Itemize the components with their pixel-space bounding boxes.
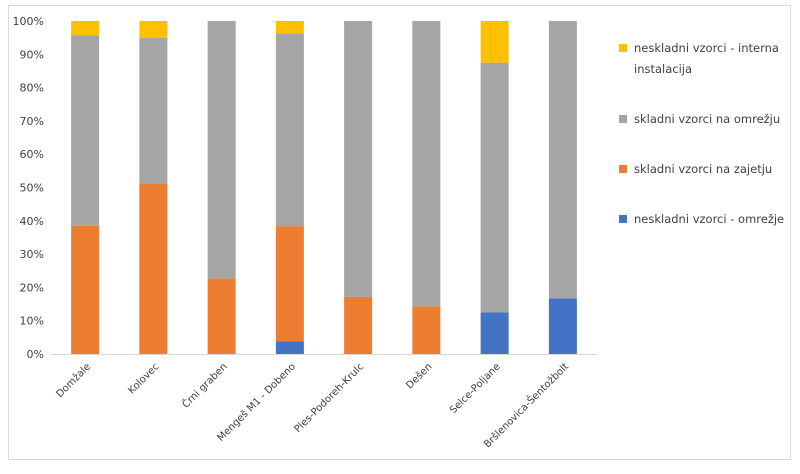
bar-segment	[480, 62, 509, 313]
legend-label: skladni vzorci na zajetju	[634, 162, 773, 176]
y-tick-label: 80%	[20, 82, 44, 95]
bar-segment	[548, 21, 577, 299]
y-tick-label: 90%	[20, 48, 44, 61]
legend-item-interna-instalacija: neskladni vzorci - interna instalacija	[619, 38, 789, 80]
bar-segment	[71, 21, 100, 36]
bar-segment	[412, 306, 441, 354]
legend-swatch	[619, 115, 627, 123]
y-tick-label: 40%	[20, 215, 44, 228]
x-category-label: Kolovec	[126, 361, 161, 396]
bar-segment	[412, 21, 441, 307]
bar-segment	[275, 341, 304, 354]
legend: neskladni vzorci - interna instalacija s…	[619, 38, 789, 259]
bar-segment	[207, 278, 236, 354]
y-tick-label: 70%	[20, 115, 44, 128]
legend-swatch	[619, 165, 627, 173]
y-tick-label: 60%	[20, 148, 44, 161]
legend-item-skladni-omrezje: skladni vzorci na omrežju	[619, 109, 789, 130]
bar-segment	[480, 312, 509, 354]
bar-segment	[344, 296, 373, 354]
bar-segment	[139, 183, 168, 354]
bar-segment	[480, 21, 509, 63]
y-tick-label: 10%	[20, 315, 44, 328]
legend-label: neskladni vzorci - omrežje	[634, 212, 785, 226]
legend-item-neskladni-omrezje: neskladni vzorci - omrežje	[619, 209, 789, 230]
y-tick-label: 20%	[20, 281, 44, 294]
bar-segment	[275, 226, 304, 342]
bar-segment	[139, 37, 168, 184]
y-tick-label: 100%	[13, 15, 44, 28]
x-category-label: Dešen	[404, 361, 435, 392]
legend-swatch	[619, 215, 627, 223]
bars	[71, 21, 577, 354]
chart-frame	[8, 5, 791, 460]
bar-segment	[344, 21, 373, 297]
y-axis: 0% 10% 20% 30% 40% 50% 60% 70% 80% 90% 100%	[13, 15, 44, 361]
bar-segment	[207, 21, 236, 279]
legend-label: skladni vzorci na omrežju	[634, 112, 781, 126]
bar-segment	[71, 35, 100, 226]
x-category-label: Selce-Poljane	[448, 361, 503, 416]
bar-segment	[139, 21, 168, 38]
y-tick-label: 50%	[20, 182, 44, 195]
bar-segment	[275, 21, 304, 34]
x-category-label: Domžale	[54, 361, 94, 401]
y-tick-label: 30%	[20, 248, 44, 261]
y-tick-label: 0%	[27, 348, 44, 361]
x-category-label: Mengeš M1 - Dobeno	[215, 361, 298, 444]
bar-segment	[275, 33, 304, 227]
x-category-label: Ples-Podoreh-Krulc	[292, 361, 366, 435]
bar-segment	[71, 225, 100, 354]
legend-swatch	[619, 44, 627, 52]
x-category-label: Črni graben	[179, 360, 230, 411]
bar-segment	[548, 298, 577, 354]
legend-label: neskladni vzorci - interna instalacija	[634, 41, 779, 76]
legend-item-skladni-zajetje: skladni vzorci na zajetju	[619, 159, 789, 180]
